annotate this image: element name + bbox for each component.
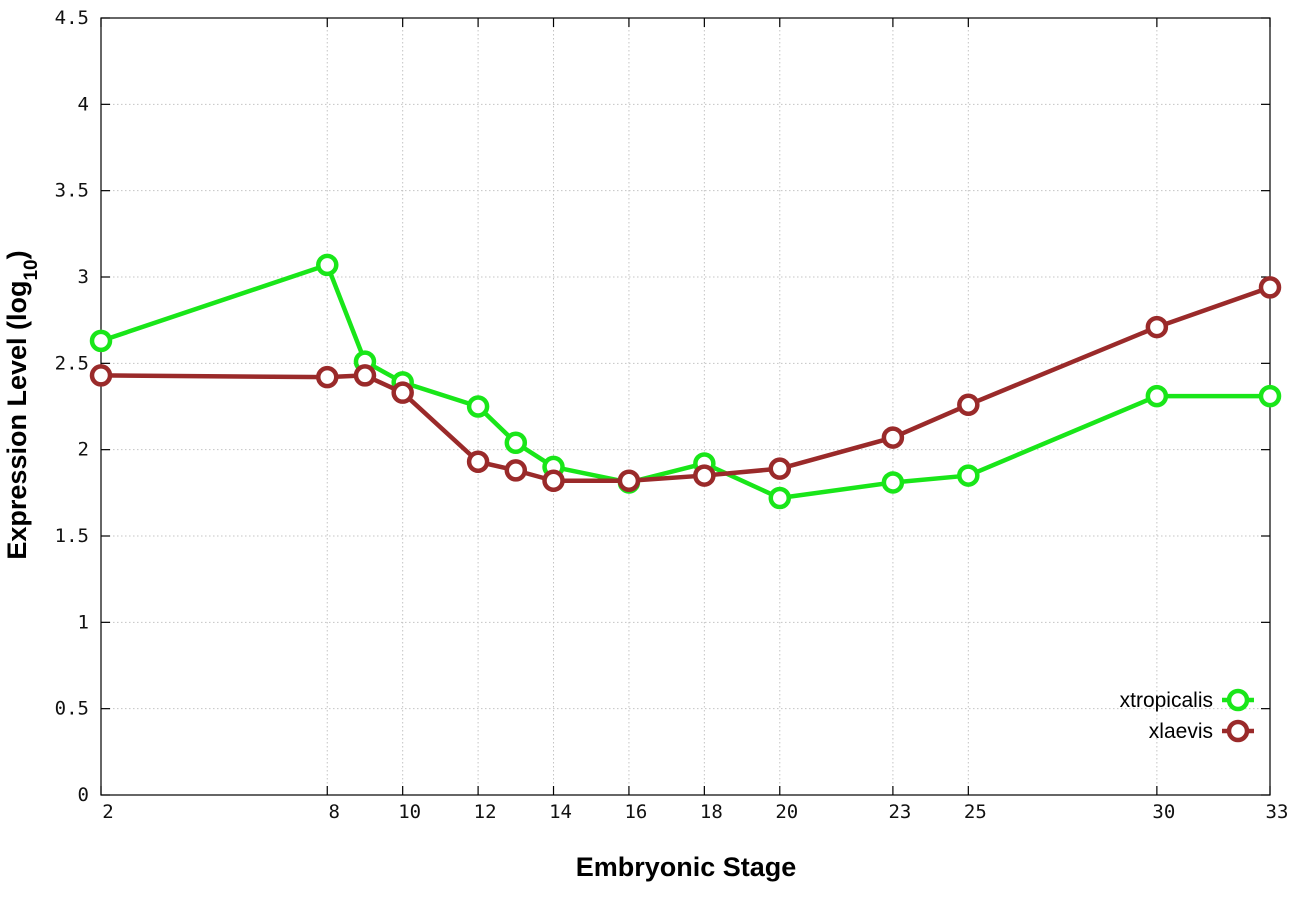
series-group (89, 253, 1282, 510)
y-tick-label: 2 (78, 439, 89, 461)
data-point (957, 393, 980, 417)
data-point (391, 381, 414, 404)
data-point (881, 471, 905, 494)
data-point (617, 469, 641, 492)
x-tick-label: 18 (700, 801, 723, 823)
x-axis-title: Embryonic Stage (576, 852, 797, 882)
x-tick-label: 16 (624, 801, 647, 823)
data-point (768, 486, 792, 510)
data-point (881, 426, 905, 449)
data-point (1145, 315, 1169, 339)
x-tick-label: 30 (1152, 801, 1175, 823)
y-tick-label: 3.5 (55, 180, 89, 202)
x-tick-label: 23 (888, 801, 911, 823)
x-tick-label: 20 (775, 801, 798, 823)
legend-item: xlaevis (1149, 719, 1254, 743)
data-point (504, 431, 528, 455)
axis-ticks: 0 0.5 1 1.5 2 2.5 3 3.5 4 4.5 2 8 10 12 14 16 18 20 23 25 30… (55, 7, 1289, 823)
grid (101, 18, 1270, 795)
data-point (316, 365, 339, 389)
series-xlaevis (89, 276, 1282, 492)
data-point (1258, 276, 1282, 299)
y-tick-label: 0 (78, 784, 89, 806)
series-xtropicalis (89, 253, 1282, 510)
x-tick-label: 8 (329, 801, 340, 823)
data-point (89, 329, 113, 353)
data-point (542, 469, 565, 492)
x-tick-label: 25 (964, 801, 987, 823)
legend-item: xtropicalis (1120, 688, 1254, 712)
data-point (466, 395, 490, 418)
data-point (89, 364, 113, 387)
data-point (466, 450, 490, 474)
y-tick-label: 4 (78, 93, 89, 115)
legend-marker (1226, 688, 1250, 712)
legend-label: xlaevis (1149, 720, 1213, 743)
x-tick-label: 10 (398, 801, 421, 823)
y-tick-label: 4.5 (55, 7, 89, 29)
legend-marker (1226, 719, 1250, 743)
y-axis-title: Expression Level (log10) (2, 250, 42, 559)
data-point (957, 464, 980, 487)
data-point (1145, 384, 1169, 408)
data-point (316, 253, 339, 277)
y-tick-label: 0.5 (55, 698, 89, 720)
legend: xtropicalis xlaevis (1120, 688, 1254, 743)
y-axis-title-main: Expression Level (log (2, 281, 32, 560)
x-tick-label: 33 (1266, 801, 1289, 823)
data-point (353, 364, 377, 387)
y-tick-label: 2.5 (55, 352, 89, 374)
data-point (693, 464, 716, 487)
data-point (504, 459, 528, 482)
series-line (100, 262, 1270, 501)
legend-label: xtropicalis (1120, 689, 1213, 712)
x-tick-label: 2 (102, 801, 113, 823)
x-tick-label: 14 (549, 801, 572, 823)
data-point (1258, 384, 1282, 408)
y-tick-label: 3 (78, 266, 89, 288)
y-axis-title-subscript: 10 (21, 259, 42, 280)
plot-frame (100, 17, 1271, 796)
x-tick-label: 12 (474, 801, 497, 823)
y-tick-label: 1 (78, 611, 89, 633)
y-axis-title-close: ) (2, 250, 32, 259)
data-point (768, 457, 792, 480)
series-line (100, 285, 1271, 483)
y-tick-label: 1.5 (55, 525, 89, 547)
